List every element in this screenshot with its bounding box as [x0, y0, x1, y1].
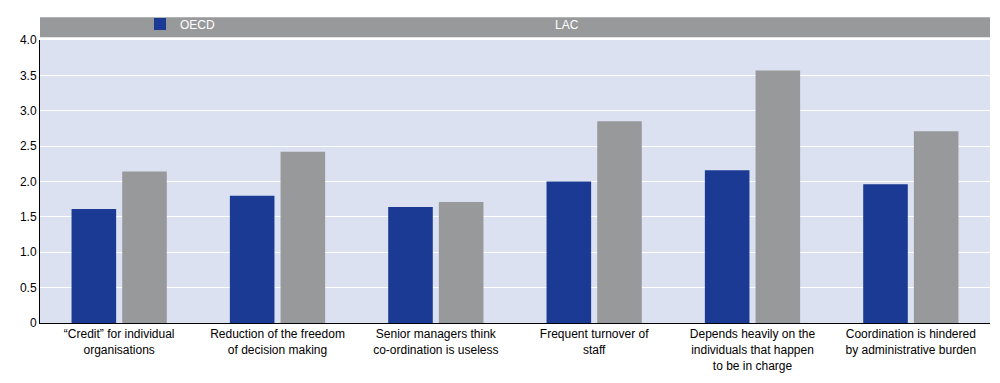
- svg-text:OECD: OECD: [180, 18, 215, 32]
- svg-text:4.0: 4.0: [20, 33, 37, 47]
- svg-text:2.5: 2.5: [20, 139, 37, 153]
- svg-text:3.5: 3.5: [20, 69, 37, 83]
- svg-text:LAC: LAC: [555, 18, 579, 32]
- svg-text:Senior managers thinkco-ordina: Senior managers thinkco-ordination is us…: [373, 327, 498, 357]
- svg-text:Coordination is hinderedby adm: Coordination is hinderedby administrativ…: [845, 327, 976, 357]
- svg-text:Frequent turnover ofstaff: Frequent turnover ofstaff: [540, 327, 649, 357]
- svg-text:3.0: 3.0: [20, 104, 37, 118]
- svg-text:“Credit” for individualorganis: “Credit” for individualorganisations: [64, 327, 175, 357]
- svg-text:2.0: 2.0: [20, 175, 37, 189]
- svg-text:Reduction of the freedomof dec: Reduction of the freedomof decision maki…: [210, 327, 345, 357]
- svg-text:1.0: 1.0: [20, 245, 37, 259]
- svg-text:1.5: 1.5: [20, 210, 37, 224]
- svg-text:Depends heavily on theindividu: Depends heavily on theindividuals that h…: [690, 327, 816, 372]
- svg-text:0.5: 0.5: [20, 281, 37, 295]
- svg-text:0: 0: [30, 316, 37, 330]
